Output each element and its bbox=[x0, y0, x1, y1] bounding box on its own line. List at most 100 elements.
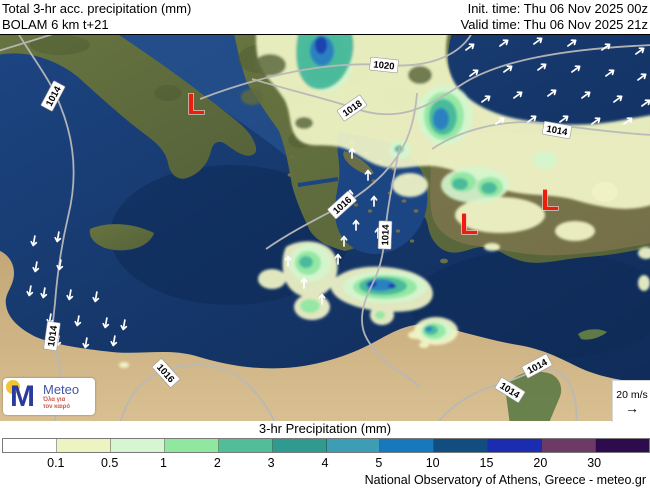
wind-arrow-icon bbox=[533, 37, 543, 45]
colorbar-segment bbox=[272, 439, 327, 452]
colorbar-tick: 1 bbox=[160, 456, 167, 470]
isobar-label-box bbox=[369, 56, 399, 74]
colorbar-tick: 0.5 bbox=[100, 456, 119, 470]
wind-arrow-icon bbox=[499, 39, 509, 47]
isobar-label: 1020 bbox=[369, 56, 399, 74]
wind-arrow-icon bbox=[56, 259, 64, 271]
colorbar-tick-labels: 0.1 0.5 1 2 3 4 5 10 15 20 30 bbox=[0, 456, 650, 471]
wind-arrow-icon bbox=[364, 169, 372, 181]
isobar-label: 1014 bbox=[377, 220, 393, 250]
wind-arrow-icon bbox=[300, 277, 308, 289]
wind-arrow-icon bbox=[120, 319, 128, 331]
meteo-logo: M Meteo Όλα για τον καιρό bbox=[3, 378, 95, 415]
wind-arrow-icon bbox=[567, 39, 577, 47]
precipitation-field bbox=[119, 35, 650, 368]
wind-arrow-icon bbox=[635, 47, 645, 55]
logo-m-monogram: M bbox=[10, 380, 35, 413]
wind-arrow-icon bbox=[370, 195, 378, 207]
wind-arrow-icon bbox=[601, 43, 611, 51]
wind-arrow-icon bbox=[613, 95, 623, 103]
isobar-label: 1014 bbox=[43, 321, 61, 351]
wind-arrow-icon bbox=[481, 95, 491, 103]
wind-arrow-icon bbox=[591, 117, 601, 125]
wind-arrow-icon bbox=[623, 117, 633, 125]
map-canvas: 1014101810201014101610141014101610141014… bbox=[0, 35, 650, 421]
wind-scale-label: 20 m/s bbox=[616, 388, 648, 401]
colorbar-segment bbox=[380, 439, 435, 452]
land-cyprus bbox=[578, 329, 607, 340]
wind-arrow-icon bbox=[495, 117, 505, 125]
low-pressure-marker: L bbox=[541, 184, 559, 217]
land-sicily bbox=[89, 224, 154, 251]
wind-arrow-icon bbox=[40, 287, 48, 299]
isobar-label-box bbox=[327, 190, 357, 220]
credit-text: National Observatory of Athens, Greece -… bbox=[364, 473, 646, 487]
colorbar-tick: 15 bbox=[479, 456, 494, 470]
header-right: Init. time: Thu 06 Nov 2025 00z Valid ti… bbox=[461, 1, 648, 33]
header-left: Total 3-hr acc. precipitation (mm) BOLAM… bbox=[2, 1, 191, 33]
wind-arrow-icon bbox=[352, 219, 360, 231]
precipitation-map: 1014 1018 1020 1014 1016 1014 1014 1016 1014 1014… bbox=[0, 34, 650, 422]
wind-arrow-icon bbox=[571, 65, 581, 73]
land-euboea bbox=[343, 151, 374, 175]
wind-scale-box: 20 m/s → bbox=[612, 380, 650, 422]
colorbar-segment bbox=[56, 439, 111, 452]
isobar-label: 1014 bbox=[541, 121, 573, 139]
colorbar-tick: 2 bbox=[213, 456, 221, 470]
colorbar-segment bbox=[542, 439, 597, 452]
colorbar-segment bbox=[218, 439, 273, 452]
colorbar-segment bbox=[488, 439, 543, 452]
wind-arrow-icon bbox=[340, 235, 348, 247]
isobar-label-box bbox=[494, 377, 526, 403]
wind-arrow-icon bbox=[54, 231, 62, 243]
colorbar-tick: 30 bbox=[587, 456, 602, 470]
logo-brand: Meteo bbox=[43, 381, 80, 397]
colorbar-title: 3-hr Precipitation (mm) bbox=[258, 421, 392, 436]
colorbar-segment bbox=[434, 439, 489, 452]
wind-arrow-icon bbox=[537, 63, 547, 71]
init-time-label: Init. time: Thu 06 Nov 2025 00z bbox=[467, 1, 648, 16]
colorbar-tick: 4 bbox=[321, 456, 329, 470]
product-title: Total 3-hr acc. precipitation (mm) bbox=[2, 1, 192, 16]
gulf-of-corinth bbox=[297, 177, 339, 187]
logo-sun-dot-icon bbox=[6, 380, 20, 394]
wind-arrow-icon bbox=[82, 337, 90, 349]
wind-arrow-icon bbox=[581, 91, 591, 99]
isobar-label-box bbox=[541, 121, 573, 139]
wind-arrow-icon bbox=[469, 69, 479, 77]
land-nile-delta bbox=[505, 371, 562, 421]
low-pressure-markers: L L L bbox=[186, 88, 559, 242]
wind-arrow-icon bbox=[513, 91, 523, 99]
wind-arrow-icon bbox=[348, 147, 356, 159]
land-italy bbox=[0, 35, 257, 179]
wind-arrow-icon bbox=[503, 65, 513, 73]
wind-arrow-icon bbox=[66, 289, 74, 301]
isobar-label-box bbox=[521, 353, 553, 379]
wind-arrow-icon bbox=[32, 261, 40, 273]
meteo-logo-mark: M bbox=[3, 378, 43, 415]
colorbar bbox=[2, 438, 650, 453]
wind-arrow-icon bbox=[110, 335, 118, 347]
colorbar-segment bbox=[164, 439, 219, 452]
wind-arrow-icon bbox=[26, 285, 34, 297]
wind-scale-arrow-icon: → bbox=[625, 399, 639, 416]
wind-arrow-icon bbox=[605, 69, 615, 77]
colorbar-segment bbox=[596, 439, 650, 452]
isobar-label-box bbox=[40, 80, 66, 112]
wind-arrow-icon bbox=[74, 315, 82, 327]
wind-arrow-icon bbox=[92, 291, 100, 303]
colorbar-tick: 5 bbox=[375, 456, 383, 470]
wind-arrow-icon bbox=[334, 253, 342, 265]
colorbar-segment bbox=[326, 439, 381, 452]
isobar-value: 1014 bbox=[545, 124, 568, 139]
low-pressure-marker: L bbox=[187, 88, 205, 121]
wind-arrow-icon bbox=[284, 255, 292, 267]
colorbar-tick: 0.1 bbox=[47, 456, 65, 470]
colorbar-segment bbox=[110, 439, 165, 452]
wind-arrow-icon bbox=[559, 115, 569, 123]
isobar-label-box bbox=[43, 321, 61, 351]
valid-time-label: Valid time: Thu 06 Nov 2025 21z bbox=[460, 17, 648, 32]
isobar-label-box bbox=[151, 358, 181, 388]
wind-arrow-icon bbox=[641, 99, 650, 107]
isobar-value: 1020 bbox=[373, 59, 395, 72]
